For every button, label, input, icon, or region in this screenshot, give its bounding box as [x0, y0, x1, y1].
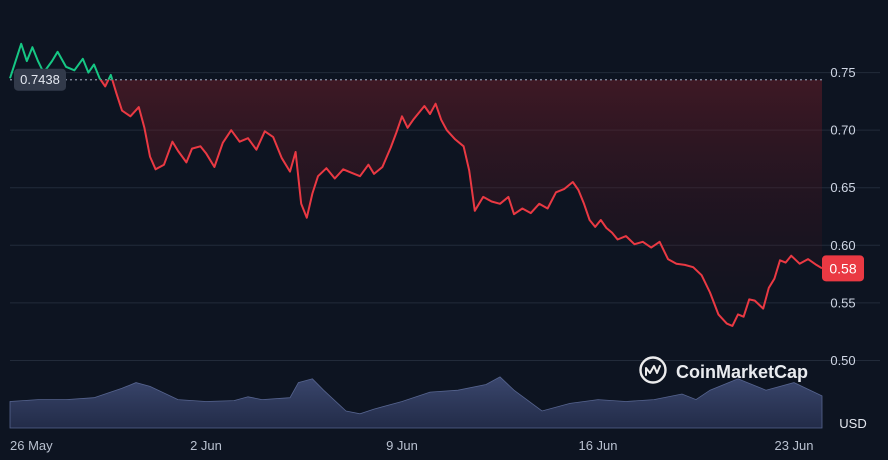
volume-area — [9, 376, 823, 429]
y-axis: 0.75 0.70 0.65 0.60 0.55 0.50 — [830, 65, 855, 368]
y-tick-label: 0.75 — [830, 65, 855, 80]
price-area — [100, 79, 822, 326]
y-tick-label: 0.50 — [830, 353, 855, 368]
x-tick-label: 23 Jun — [774, 438, 813, 453]
reference-price-label: 0.7438 — [20, 72, 60, 87]
price-area-fill — [100, 79, 822, 326]
price-line-below — [99, 79, 822, 327]
y-tick-label: 0.70 — [830, 123, 855, 138]
currency-label: USD — [839, 416, 866, 431]
watermark-text: CoinMarketCap — [676, 362, 808, 382]
coinmarketcap-logo-icon — [639, 356, 667, 384]
x-tick-label: 16 Jun — [578, 438, 617, 453]
current-price-badge: 0.58 — [822, 255, 864, 282]
x-axis: 26 May 2 Jun 9 Jun 16 Jun 23 Jun — [10, 438, 814, 453]
price-series — [9, 42, 822, 327]
y-tick-label: 0.60 — [830, 238, 855, 253]
y-tick-label: 0.55 — [830, 295, 855, 310]
reference-price-badge: 0.7438 — [14, 68, 66, 91]
volume-series — [9, 376, 823, 429]
current-price-label: 0.58 — [829, 260, 856, 276]
y-tick-label: 0.65 — [830, 180, 855, 195]
x-tick-label: 26 May — [10, 438, 53, 453]
x-tick-label: 9 Jun — [386, 438, 418, 453]
watermark: CoinMarketCap — [639, 356, 808, 384]
x-tick-label: 2 Jun — [190, 438, 222, 453]
